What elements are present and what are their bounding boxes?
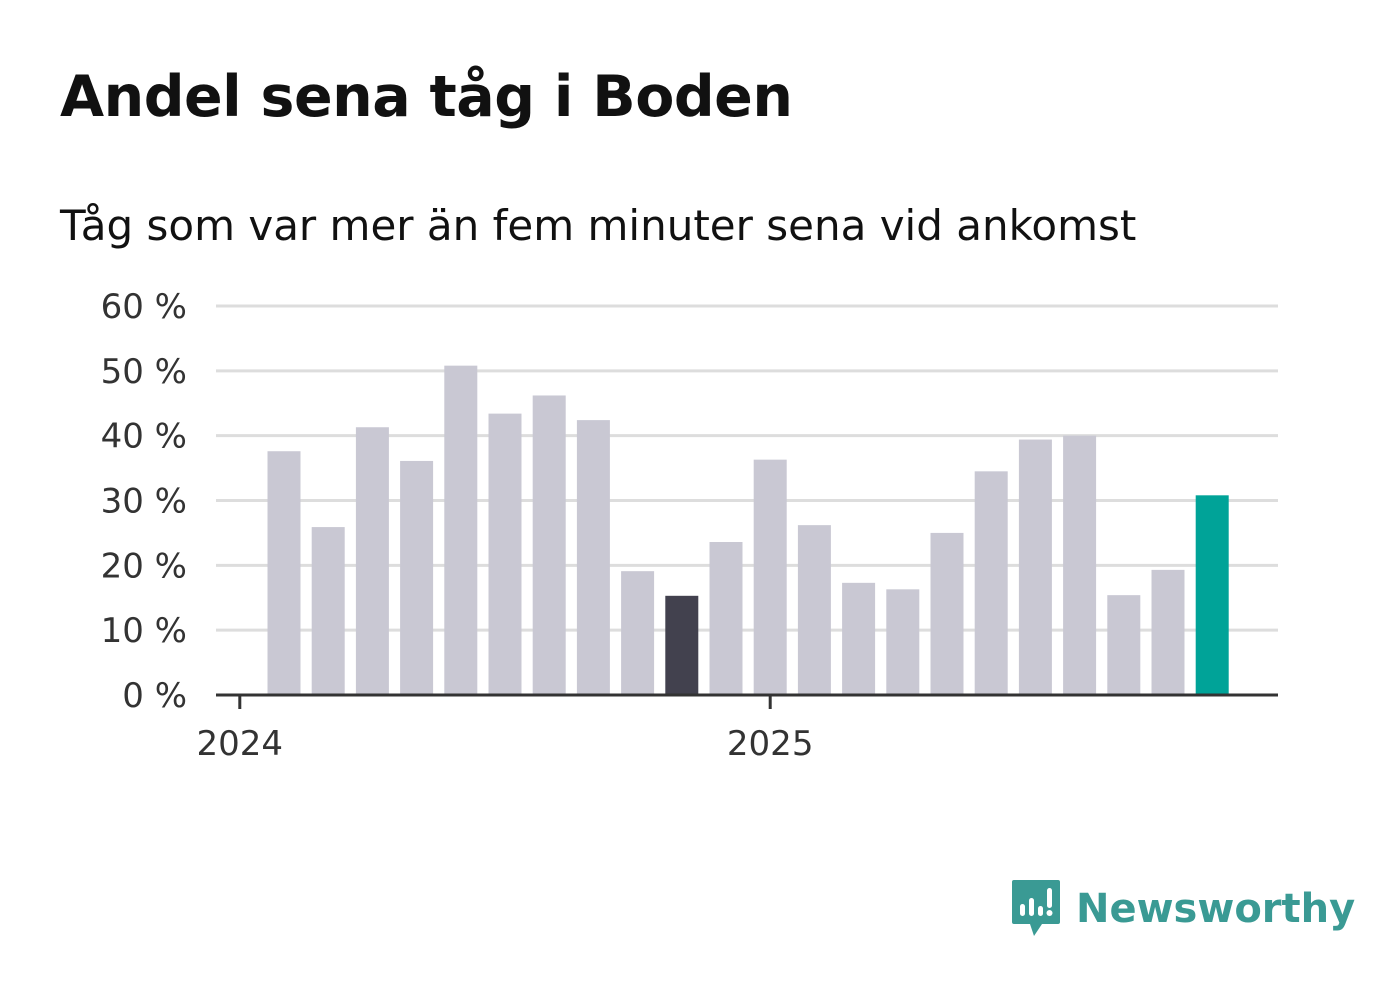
axes xyxy=(216,693,1278,709)
bar-2025-06 xyxy=(1018,439,1052,695)
bar-2024-05 xyxy=(444,365,478,695)
newsworthy-logo: Newsworthy xyxy=(1010,878,1355,940)
x-tick-label: 2024 xyxy=(197,724,284,764)
bar-2024-09 xyxy=(621,571,655,695)
y-tick-label: 40 % xyxy=(101,417,187,457)
bar-2025-05 xyxy=(974,471,1008,695)
bar-2024-02 xyxy=(311,527,345,695)
bar-2024-07 xyxy=(532,395,566,695)
gridlines xyxy=(216,304,1278,632)
bar-2024-11 xyxy=(709,541,743,695)
bar-2024-04 xyxy=(400,460,434,695)
y-tick-label: 60 % xyxy=(101,287,187,327)
bar-2024-03 xyxy=(355,427,389,695)
y-tick-label: 30 % xyxy=(101,482,187,522)
chart-title: Andel sena tåg i Boden xyxy=(60,64,793,130)
bar-2024-12 xyxy=(753,459,787,695)
y-tick-label: 20 % xyxy=(101,546,187,586)
y-tick-label: 10 % xyxy=(101,611,187,651)
bar-2025-01 xyxy=(797,525,831,695)
bar-2024-01 xyxy=(267,451,301,695)
bar-2024-10 xyxy=(665,595,699,695)
bars xyxy=(267,365,1229,695)
bar-2025-07 xyxy=(1063,435,1097,695)
y-tick-label: 0 % xyxy=(122,676,187,716)
tick-labels: 0 % 10 % 20 % 30 % 40 % 50 % 60 % 2024 2025 xyxy=(101,287,814,764)
bar-2025-03 xyxy=(886,589,920,695)
bar-chart-speech-bubble-icon xyxy=(1012,880,1060,936)
brand-name: Newsworthy xyxy=(1076,886,1356,932)
chart-subtitle: Tåg som var mer än fem minuter sena vid … xyxy=(60,201,1137,250)
bar-2025-10 xyxy=(1195,495,1229,695)
bar-2025-02 xyxy=(842,582,876,695)
bar-2024-06 xyxy=(488,413,522,695)
bar-2024-08 xyxy=(576,420,610,695)
y-tick-label: 50 % xyxy=(101,352,187,392)
bar-2025-09 xyxy=(1151,569,1185,695)
bar-2025-04 xyxy=(930,532,964,695)
x-tick-label: 2025 xyxy=(727,724,814,764)
bar-2025-08 xyxy=(1107,595,1141,695)
